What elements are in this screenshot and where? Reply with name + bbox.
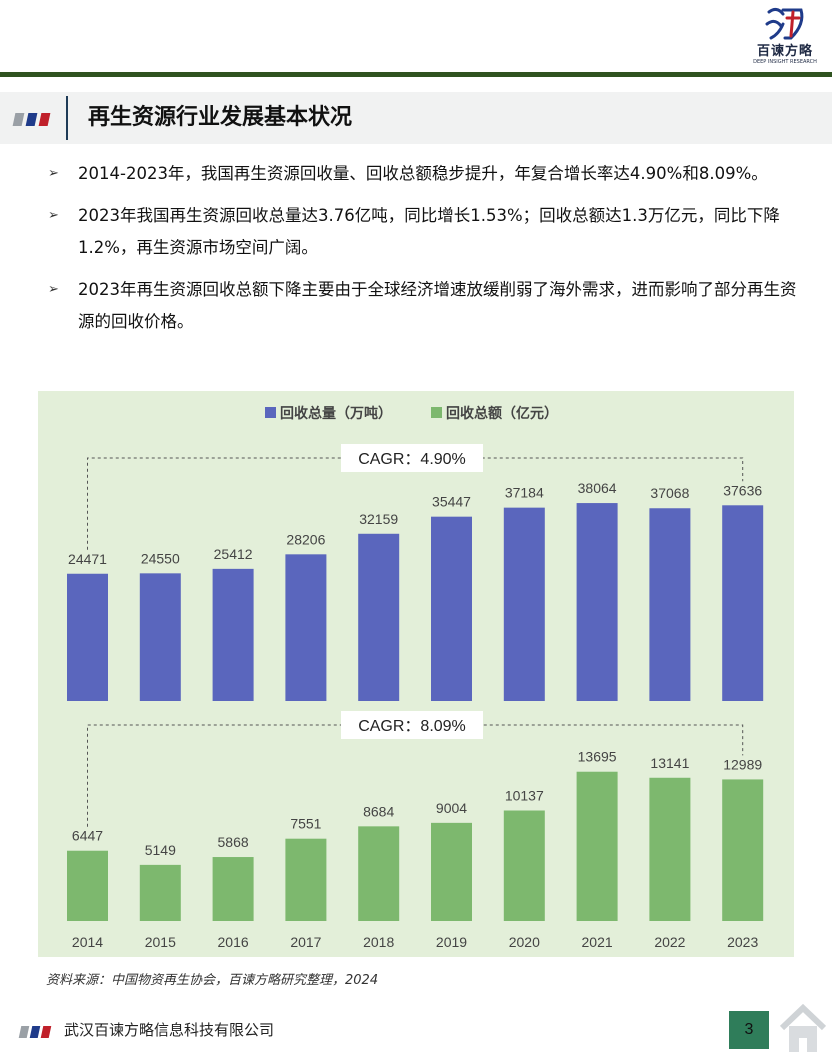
section-header: 再生资源行业发展基本状况 xyxy=(0,92,832,144)
x-tick-label-2018: 2018 xyxy=(363,934,394,950)
data-label-volume-2016: 25412 xyxy=(214,546,253,562)
x-tick-label-2023: 2023 xyxy=(727,934,758,950)
data-label-value-2016: 5868 xyxy=(218,834,249,850)
x-tick-label-2022: 2022 xyxy=(654,934,685,950)
bar-value-2019 xyxy=(431,822,472,921)
data-label-volume-2015: 24550 xyxy=(141,550,180,566)
company-name: 武汉百谏方略信息科技有限公司 xyxy=(64,1021,275,1039)
data-label-volume-2019: 35447 xyxy=(432,494,471,510)
x-tick-label-2021: 2021 xyxy=(582,934,613,950)
data-label-value-2022: 13141 xyxy=(650,755,689,771)
legend-label-1: 回收总额（亿元） xyxy=(446,405,558,421)
cagr-label-0: CAGR：4.90% xyxy=(358,451,466,468)
top-divider-line xyxy=(0,72,832,77)
header-divider xyxy=(66,96,68,140)
chart-svg: 回收总量（万吨） 回收总额（亿元） CAGR：4.90% 24471 24550 2541… xyxy=(67,405,764,950)
x-tick-label-2014: 2014 xyxy=(72,934,103,950)
bar-chart: 回收总量（万吨） 回收总额（亿元） CAGR：4.90% 24471 24550 2541… xyxy=(38,391,794,957)
bar-volume-2019 xyxy=(431,516,472,701)
bar-volume-2021 xyxy=(576,503,618,701)
bullet-item: ➢ 2023年我国再生资源回收总量达3.76亿吨，同比增长1.53%；回收总额达… xyxy=(46,200,806,264)
data-label-value-2023: 12989 xyxy=(723,756,762,772)
bullet-item: ➢ 2023年再生资源回收总额下降主要由于全球经济增速放缓削弱了海外需求，进而影… xyxy=(46,274,806,338)
data-label-value-2017: 7551 xyxy=(290,816,321,832)
x-tick-label-2020: 2020 xyxy=(509,934,540,950)
legend-label-0: 回收总量（万吨） xyxy=(280,405,392,421)
x-tick-label-2016: 2016 xyxy=(218,934,249,950)
bar-volume-2022 xyxy=(649,508,691,701)
bar-volume-2017 xyxy=(285,554,327,701)
cagr-box-0 xyxy=(341,444,483,472)
bar-value-2015 xyxy=(139,864,181,921)
x-tick-label-2017: 2017 xyxy=(290,934,321,950)
data-label-value-2019: 9004 xyxy=(436,800,467,816)
bar-value-2017 xyxy=(285,838,327,921)
bar-volume-2016 xyxy=(212,568,254,701)
data-label-volume-2014: 24471 xyxy=(68,551,107,567)
bar-volume-2015 xyxy=(139,573,181,701)
bullet-item: ➢ 2014-2023年，我国再生资源回收量、回收总额稳步提升，年复合增长率达4… xyxy=(46,158,806,190)
bar-value-2020 xyxy=(503,810,545,921)
legend-swatch-0 xyxy=(265,407,276,418)
data-label-volume-2023: 37636 xyxy=(723,482,762,498)
page-number: 3 xyxy=(729,1011,769,1049)
bar-value-2022 xyxy=(649,777,691,921)
source-note: 资料来源：中国物资再生协会，百谏方略研究整理，2024 xyxy=(46,973,379,988)
data-label-volume-2020: 37184 xyxy=(505,485,544,501)
data-label-value-2014: 6447 xyxy=(72,828,103,844)
arrow-right-icon: ➢ xyxy=(48,166,59,181)
data-label-volume-2017: 28206 xyxy=(286,531,325,547)
bullet-text: 2023年我国再生资源回收总量达3.76亿吨，同比增长1.53%；回收总额达1.… xyxy=(78,206,780,257)
cagr-label-1: CAGR：8.09% xyxy=(358,718,466,735)
arrow-right-icon: ➢ xyxy=(48,282,59,297)
bar-value-2023 xyxy=(722,779,764,921)
x-tick-label-2015: 2015 xyxy=(145,934,176,950)
bar-value-2016 xyxy=(212,857,254,921)
bar-volume-2018 xyxy=(358,533,400,701)
bar-value-2021 xyxy=(576,771,618,921)
data-label-volume-2022: 37068 xyxy=(650,485,689,501)
bar-value-2014 xyxy=(67,850,108,921)
cagr-box-1 xyxy=(341,711,483,739)
legend-swatch-1 xyxy=(431,407,442,418)
arrow-right-icon: ➢ xyxy=(48,208,59,223)
bar-volume-2020 xyxy=(503,507,545,701)
data-label-value-2020: 10137 xyxy=(505,788,544,804)
cagr-connector-0 xyxy=(87,457,744,550)
cagr-connector-1 xyxy=(87,724,744,827)
logo-emblem-icon xyxy=(765,7,804,40)
data-label-value-2018: 8684 xyxy=(363,803,394,819)
bar-value-2018 xyxy=(358,826,400,921)
home-icon[interactable] xyxy=(778,1002,828,1056)
brand-subtitle: DEEP INSIGHT RESEARCH xyxy=(753,59,817,65)
bullet-text: 2014-2023年，我国再生资源回收量、回收总额稳步提升，年复合增长率达4.9… xyxy=(78,164,768,183)
bullet-list: ➢ 2014-2023年，我国再生资源回收量、回收总额稳步提升，年复合增长率达4… xyxy=(46,158,806,348)
data-label-value-2015: 5149 xyxy=(145,842,176,858)
page-title: 再生资源行业发展基本状况 xyxy=(88,105,353,130)
data-label-volume-2018: 32159 xyxy=(359,511,398,527)
data-label-value-2021: 13695 xyxy=(578,749,617,765)
x-tick-label-2019: 2019 xyxy=(436,934,467,950)
data-label-volume-2021: 38064 xyxy=(578,480,617,496)
bullet-text: 2023年再生资源回收总额下降主要由于全球经济增速放缓削弱了海外需求，进而影响了… xyxy=(78,280,797,331)
bar-volume-2014 xyxy=(67,573,108,701)
brand-logo: 百谏方略 DEEP INSIGHT RESEARCH xyxy=(748,4,822,70)
brand-name: 百谏方略 xyxy=(756,44,813,59)
bar-volume-2023 xyxy=(722,505,764,701)
